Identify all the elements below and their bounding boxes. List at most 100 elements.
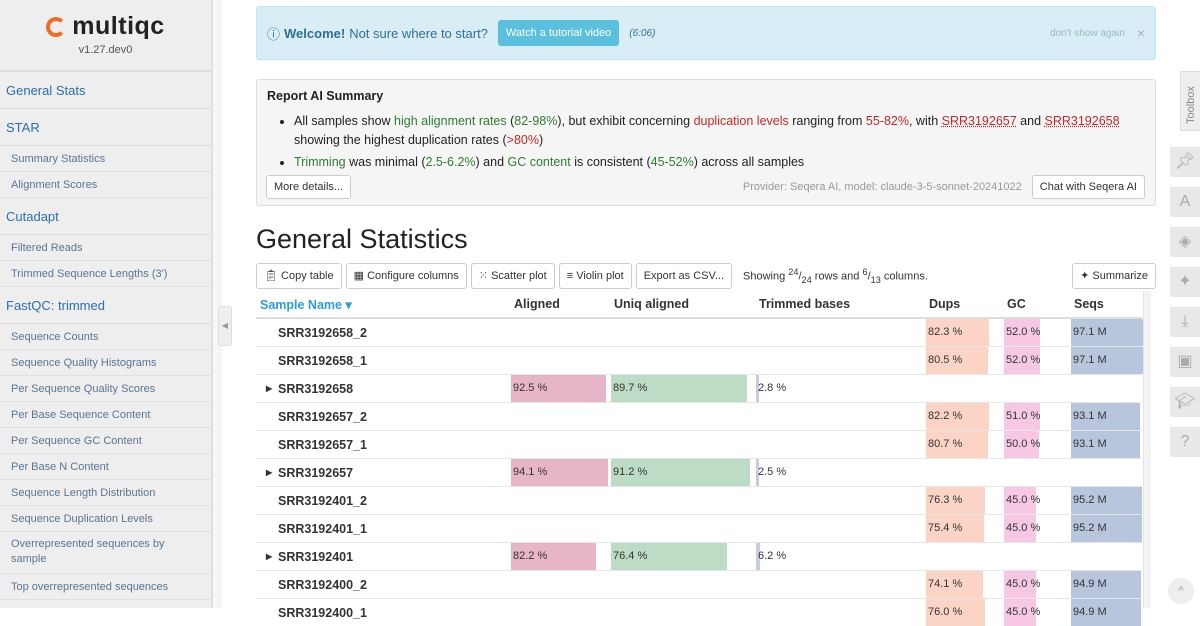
sidebar-item[interactable]: Sequence Quality Histograms <box>0 350 211 376</box>
seqs-cell <box>1070 375 1142 403</box>
table-scrollbar[interactable] <box>1143 291 1151 608</box>
trimmed-cell <box>755 571 925 599</box>
column-header[interactable]: Seqs <box>1070 291 1142 318</box>
uniq-cell <box>610 403 755 431</box>
more-details-button[interactable]: More details... <box>266 175 351 199</box>
sample-link[interactable]: SRR3192658 <box>1045 114 1120 128</box>
ai-summary-panel: Report AI Summary All samples show high … <box>256 79 1156 206</box>
close-icon[interactable]: × <box>1137 25 1145 41</box>
sidebar-item[interactable]: Sequence Duplication Levels <box>0 506 211 532</box>
column-header[interactable]: Dups <box>925 291 1003 318</box>
gc-cell: 50.0 % <box>1003 431 1070 459</box>
gc-cell: 45.0 % <box>1003 487 1070 515</box>
sample-name: SRR3192657 <box>278 466 353 480</box>
aligned-cell: 94.1 % <box>510 459 610 487</box>
column-header[interactable]: Uniq aligned <box>610 291 755 318</box>
dont-show-again-link[interactable]: don't show again <box>1050 28 1125 39</box>
sidebar-item[interactable]: Overrepresented sequences by sample <box>0 532 211 574</box>
column-header[interactable]: Sample Name ▾ <box>256 291 510 318</box>
trimmed-cell <box>755 403 925 431</box>
seqs-cell: 97.1 M <box>1070 318 1142 347</box>
sidebar-item[interactable]: General Stats <box>0 72 211 109</box>
column-header[interactable]: Aligned <box>510 291 610 318</box>
expand-caret-icon[interactable]: ▶ <box>266 468 272 477</box>
seqs-cell: 95.2 M <box>1070 487 1142 515</box>
sidebar-item[interactable]: Cutadapt <box>0 198 211 235</box>
sidebar-item[interactable]: Sequence Counts <box>0 324 211 350</box>
gc-value: 52.0 % <box>1003 354 1040 366</box>
sidebar-item[interactable]: Per Sequence GC Content <box>0 428 211 454</box>
chat-seqera-button[interactable]: Chat with Seqera AI <box>1032 175 1145 199</box>
table-toolbar: 📋︎ Copy table ▦ Configure columns ⁙ Scat… <box>256 263 1156 289</box>
gc-value: 45.0 % <box>1003 578 1040 590</box>
expand-caret-icon[interactable]: ▶ <box>266 384 272 393</box>
sidebar-item[interactable]: Top overrepresented sequences <box>0 574 211 600</box>
sidebar-item[interactable]: Trimmed Sequence Lengths (3') <box>0 261 211 287</box>
gc-cell: 52.0 % <box>1003 318 1070 347</box>
gc-value: 51.0 % <box>1003 410 1040 422</box>
export-csv-button[interactable]: Export as CSV... <box>636 263 732 289</box>
seqs-cell <box>1070 459 1142 487</box>
sidebar-item[interactable]: Per Sequence Quality Scores <box>0 376 211 402</box>
aligned-cell <box>510 318 610 347</box>
column-header[interactable]: GC <box>1003 291 1070 318</box>
trimmed-cell: 2.8 % <box>755 375 925 403</box>
sidebar-item[interactable]: Per Base Sequence Content <box>0 402 211 428</box>
toolbox-tab[interactable]: Toolbox <box>1180 71 1200 131</box>
grid-icon: ▦ <box>354 270 367 282</box>
summary-bullet: All samples show high alignment rates (8… <box>294 112 1145 150</box>
sidebar-item[interactable]: FastQC: trimmed <box>0 287 211 324</box>
graduation-cap-icon[interactable]: 🎓︎ <box>1170 387 1200 417</box>
dups-value: 80.5 % <box>925 354 962 366</box>
sidebar-item[interactable]: Alignment Scores <box>0 172 211 198</box>
help-icon[interactable]: ? <box>1170 427 1200 457</box>
font-icon[interactable]: A <box>1170 187 1200 217</box>
seqs-cell <box>1070 543 1142 571</box>
sidebar-item[interactable]: Filtered Reads <box>0 235 211 261</box>
gc-cell <box>1003 543 1070 571</box>
page-title: General Statistics <box>256 224 468 255</box>
scatter-plot-button[interactable]: ⁙ Scatter plot <box>471 263 555 289</box>
aligned-value: 82.2 % <box>510 550 547 562</box>
trimmed-cell <box>755 347 925 375</box>
seqs-cell: 94.9 M <box>1070 571 1142 599</box>
seqs-cell: 94.9 M <box>1070 599 1142 626</box>
aligned-value: 92.5 % <box>510 382 547 394</box>
gc-cell <box>1003 375 1070 403</box>
scroll-to-top-button[interactable]: ^ <box>1168 578 1194 604</box>
sample-link[interactable]: SRR3192657 <box>942 114 1017 128</box>
copy-table-button[interactable]: 📋︎ Copy table <box>256 263 342 289</box>
expand-caret-icon[interactable]: ▶ <box>266 552 272 561</box>
sidebar-item[interactable]: Sequence Length Distribution <box>0 480 211 506</box>
dups-cell: 76.3 % <box>925 487 1003 515</box>
sidebar-item[interactable]: Per Base N Content <box>0 454 211 480</box>
tutorial-video-button[interactable]: Watch a tutorial video <box>498 20 619 46</box>
summarize-button[interactable]: ✦ Summarize <box>1072 263 1156 289</box>
sparkle-icon[interactable]: ✦ <box>1170 267 1200 297</box>
violin-plot-button[interactable]: ≡ Violin plot <box>559 263 632 289</box>
collapse-sidebar-button[interactable]: ◀ <box>218 306 232 346</box>
seqs-value: 95.2 M <box>1070 522 1107 534</box>
eye-slash-icon[interactable]: ◈ <box>1170 227 1200 257</box>
sidebar-item[interactable]: Adapter Content <box>0 600 211 608</box>
configure-columns-button[interactable]: ▦ Configure columns <box>346 263 467 289</box>
list-icon: ≡ <box>567 270 576 282</box>
sidebar-scrollbar[interactable] <box>212 0 222 608</box>
trimmed-cell <box>755 599 925 626</box>
clipboard-icon: 📋︎ <box>264 270 281 282</box>
pin-icon[interactable]: 📌︎ <box>1170 147 1200 177</box>
gc-cell: 45.0 % <box>1003 515 1070 543</box>
sidebar-item[interactable]: STAR <box>0 109 211 146</box>
seqs-cell: 93.1 M <box>1070 431 1142 459</box>
dups-cell: 80.7 % <box>925 431 1003 459</box>
download-icon[interactable]: ⤓ <box>1170 307 1200 337</box>
logo[interactable]: multiqc v1.27.dev0 <box>0 0 211 72</box>
column-header[interactable]: Trimmed bases <box>755 291 925 318</box>
save-icon[interactable]: ▣ <box>1170 347 1200 377</box>
sidebar-item[interactable]: Summary Statistics <box>0 146 211 172</box>
dups-cell: 80.5 % <box>925 347 1003 375</box>
